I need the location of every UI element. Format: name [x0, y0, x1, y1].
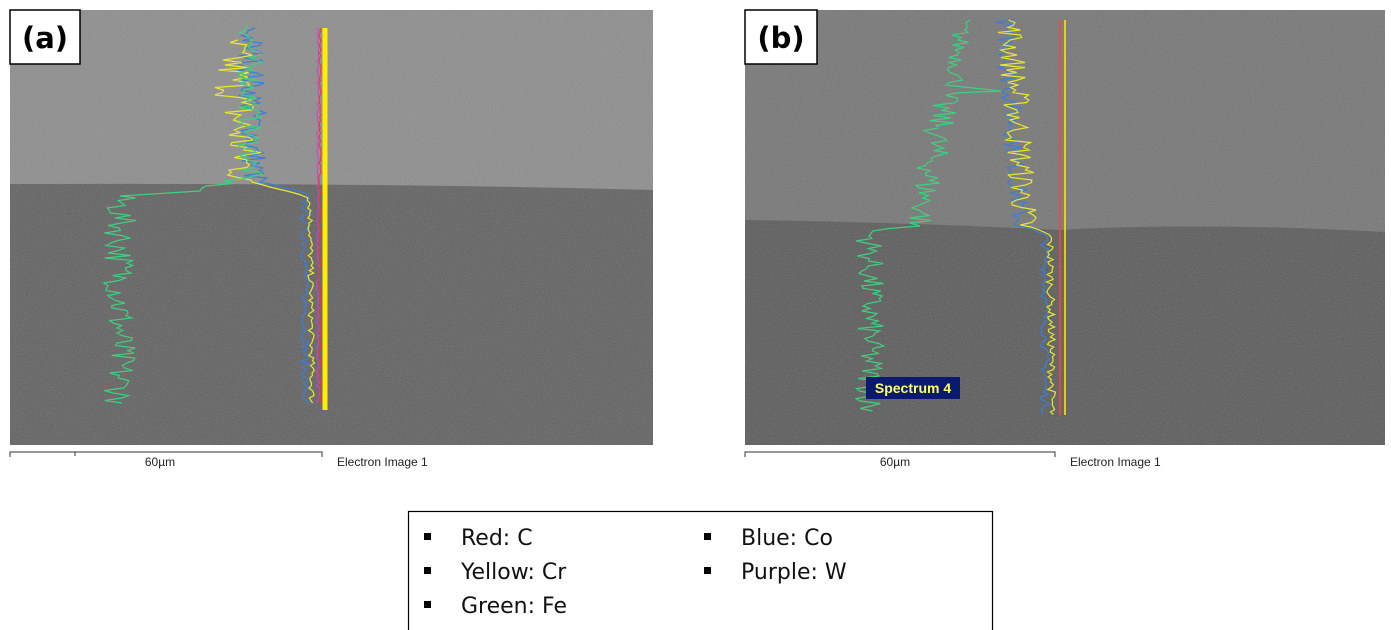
legend: Red: C Yellow: Cr Green: Fe Blue: Co Pur…	[407, 510, 994, 630]
profile	[854, 19, 1001, 412]
profile	[102, 24, 264, 404]
scale-bar	[744, 451, 1056, 457]
profile	[997, 19, 1057, 415]
bullet	[704, 533, 711, 540]
scale-bar	[9, 451, 323, 457]
scale-text: 60µm	[145, 455, 175, 469]
panel-label: (a)	[22, 21, 68, 55]
profile	[995, 19, 1050, 415]
image-caption: Electron Image 1	[1070, 455, 1161, 469]
profile	[235, 27, 311, 405]
legend-item: Green: Fe	[461, 594, 567, 619]
panel-b: Spectrum 4 (b) 60µm Electron Image 1	[744, 9, 1385, 469]
legend-box	[407, 510, 994, 630]
panel-a: (a) 60µm Electron Image 1	[9, 9, 653, 469]
spectrum-label-box	[866, 377, 960, 399]
legend-item: Purple: W	[741, 560, 847, 585]
panel-label-box	[744, 9, 818, 65]
legend-item: Red: C	[461, 526, 533, 551]
legend-item: Yellow: Cr	[460, 560, 567, 585]
legend-item: Blue: Co	[741, 526, 833, 551]
bullet	[424, 601, 431, 608]
profile	[214, 39, 316, 404]
spectrum-label: Spectrum 4	[875, 380, 951, 396]
grain	[10, 10, 653, 445]
bullet	[424, 533, 431, 540]
panel-label: (b)	[757, 21, 804, 55]
line-scan	[102, 24, 328, 410]
bullet	[424, 567, 431, 574]
scale-text: 60µm	[880, 455, 910, 469]
image-caption: Electron Image 1	[337, 455, 428, 469]
line-scan	[854, 19, 1066, 415]
panel-label-box	[9, 9, 81, 65]
bullet	[704, 567, 711, 574]
profile	[318, 27, 322, 404]
